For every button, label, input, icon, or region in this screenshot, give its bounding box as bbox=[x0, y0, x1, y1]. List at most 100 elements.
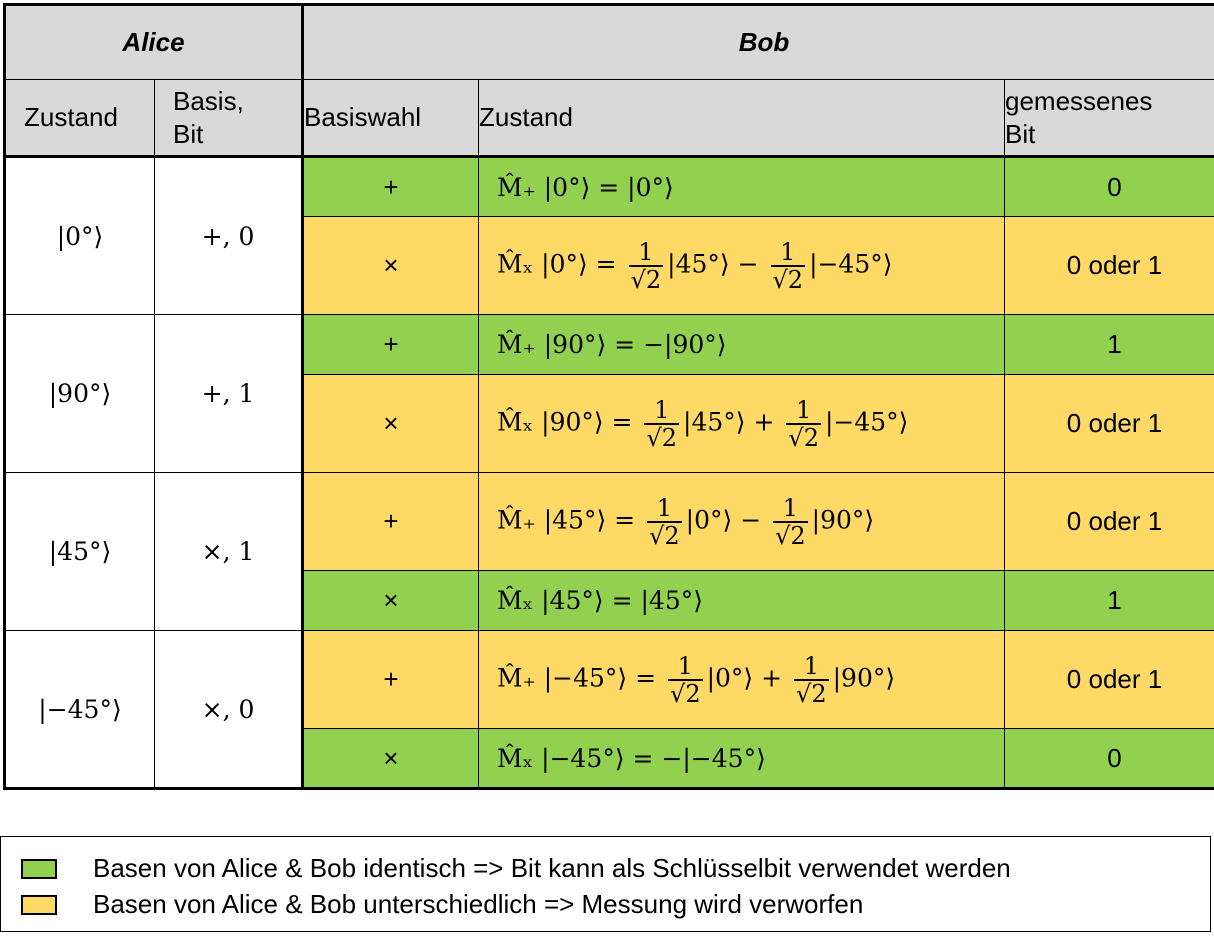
fraction: 1 √2 bbox=[668, 653, 703, 707]
fraction: 1 √2 bbox=[770, 239, 806, 294]
fraction: 1 √2 bbox=[786, 397, 821, 451]
equation-lhs: M̂ₓ |45°⟩ = bbox=[497, 586, 633, 615]
measured-bit-cell: 0 oder 1 bbox=[1004, 630, 1214, 729]
table-row: |45°⟩ ×, 1 + M̂₊ |45°⟩ = 1 √2 |0°⟩ − 1 √2 |90°⟩… bbox=[3, 472, 1214, 631]
alice-state-cell: |90°⟩ bbox=[3, 314, 155, 473]
basiswahl-cell: × bbox=[302, 728, 479, 790]
equation-lhs: M̂₊ |90°⟩ = bbox=[497, 330, 636, 359]
basiswahl-cell: + bbox=[302, 472, 479, 571]
basiswahl-cell: + bbox=[302, 314, 479, 375]
measured-bit-cell: 0 oder 1 bbox=[1004, 374, 1214, 473]
fraction-numerator: 1 bbox=[656, 493, 672, 522]
measured-bit-cell: 1 bbox=[1004, 314, 1214, 375]
measured-bit-cell: 0 bbox=[1004, 728, 1214, 790]
col-gemessenes-bit: gemessenes Bit bbox=[1004, 79, 1214, 158]
alice-state-cell: |−45°⟩ bbox=[3, 630, 155, 790]
col-zustand-bob: Zustand bbox=[478, 79, 1005, 158]
alice-state-cell: |45°⟩ bbox=[3, 472, 155, 631]
equation-lhs: M̂ₓ |−45°⟩ = bbox=[497, 743, 654, 773]
alice-basis-bit-cell: +, 0 bbox=[154, 156, 304, 315]
table-row: × M̂ₓ |0°⟩ = 1 √2 |45°⟩ − 1 √2 |−45°⟩ 0 oder 1 bbox=[5, 216, 1214, 315]
basiswahl-cell: × bbox=[302, 374, 479, 473]
table-row: × M̂ₓ |90°⟩ = 1 √2 |45°⟩ + 1 √2 |−45°⟩ 0 oder … bbox=[5, 374, 1214, 473]
measured-bit-cell: 0 oder 1 bbox=[1004, 216, 1214, 315]
basiswahl-cell: + bbox=[302, 630, 479, 729]
measurement-equation: M̂₊ |0°⟩ = |0°⟩ bbox=[478, 156, 1005, 217]
basiswahl-cell: × bbox=[302, 216, 479, 315]
equation-term: |45°⟩ bbox=[640, 586, 703, 615]
legend-box: Basen von Alice & Bob identisch => Bit k… bbox=[0, 836, 1211, 932]
fraction-numerator: 1 bbox=[654, 395, 670, 424]
equation-term: −|90°⟩ bbox=[643, 330, 727, 359]
legend-swatch-yellow bbox=[21, 894, 57, 915]
equation-lhs: M̂₊ |45°⟩ = bbox=[497, 505, 636, 534]
measurement-equation: M̂₊ |45°⟩ = 1 √2 |0°⟩ − 1 √2 |90°⟩ bbox=[478, 472, 1005, 571]
fraction-numerator: 1 bbox=[782, 493, 799, 522]
equation-term: |45°⟩ bbox=[683, 407, 746, 436]
fraction-denominator: √2 bbox=[770, 264, 806, 294]
alice-basis-bit-cell: +, 1 bbox=[154, 314, 304, 473]
fraction-denominator: √2 bbox=[668, 678, 703, 708]
fraction: 1 √2 bbox=[647, 495, 682, 549]
legend-swatch-green bbox=[21, 858, 57, 879]
col-basis-bit: Basis, Bit bbox=[154, 79, 304, 158]
fraction-denominator: √2 bbox=[786, 422, 821, 452]
equation-operator: + bbox=[761, 663, 783, 692]
alice-basis-bit-cell: ×, 0 bbox=[154, 630, 304, 790]
fraction-denominator: √2 bbox=[773, 520, 808, 550]
measured-bit-cell: 0 bbox=[1004, 156, 1214, 217]
measured-bit-cell: 1 bbox=[1004, 570, 1214, 631]
fraction: 1 √2 bbox=[628, 237, 664, 294]
equation-term: |0°⟩ bbox=[685, 505, 733, 534]
table-row: × M̂ₓ |45°⟩ = |45°⟩ 1 bbox=[5, 570, 1214, 631]
table-row: |0°⟩ +, 0 + M̂₊ |0°⟩ = |0°⟩ 0 bbox=[3, 156, 1214, 315]
equation-operator: − bbox=[740, 505, 762, 534]
alice-state-cell: |0°⟩ bbox=[3, 156, 155, 315]
header-row-1: Alice Bob bbox=[3, 3, 1214, 80]
equation-term: |0°⟩ bbox=[627, 172, 674, 202]
fraction-numerator: 1 bbox=[796, 395, 812, 424]
equation-lhs: M̂ₓ |0°⟩ = bbox=[497, 249, 617, 278]
equation-term: |−45°⟩ bbox=[824, 407, 909, 436]
fraction-numerator: 1 bbox=[803, 651, 819, 680]
equation-term: −|−45°⟩ bbox=[661, 743, 766, 773]
fraction: 1 √2 bbox=[773, 495, 808, 549]
legend-text-green: Basen von Alice & Bob identisch => Bit k… bbox=[93, 853, 1011, 883]
table-row: |−45°⟩ ×, 0 + M̂₊ |−45°⟩ = 1 √2 |0°⟩ + 1 √2 |90… bbox=[3, 630, 1214, 790]
col-basis-bit-line2: Bit bbox=[173, 118, 204, 149]
header-row-2: Zustand Basis, Bit Basiswahl Zustand gem… bbox=[3, 79, 1214, 158]
col-gemessen-line2: Bit bbox=[1005, 118, 1036, 149]
table-row: |90°⟩ +, 1 + M̂₊ |90°⟩ = −|90°⟩ 1 bbox=[3, 314, 1214, 473]
basiswahl-cell: + bbox=[302, 156, 479, 217]
basiswahl-cell: × bbox=[302, 570, 479, 631]
fraction: 1 √2 bbox=[644, 395, 680, 452]
fraction-denominator: √2 bbox=[794, 678, 829, 708]
measurement-equation: M̂ₓ |45°⟩ = |45°⟩ bbox=[478, 570, 1005, 631]
equation-term: |0°⟩ bbox=[706, 663, 754, 692]
col-zustand-alice: Zustand bbox=[3, 79, 155, 158]
legend-item-green: Basen von Alice & Bob identisch => Bit k… bbox=[21, 853, 1011, 884]
measurement-equation: M̂₊ |−45°⟩ = 1 √2 |0°⟩ + 1 √2 |90°⟩ bbox=[478, 630, 1005, 729]
legend-text-yellow: Basen von Alice & Bob unterschiedlich =>… bbox=[93, 889, 864, 919]
col-basiswahl: Basiswahl bbox=[302, 79, 479, 158]
equation-term: |90°⟩ bbox=[832, 663, 896, 692]
measurement-equation: M̂ₓ |0°⟩ = 1 √2 |45°⟩ − 1 √2 |−45°⟩ bbox=[478, 216, 1005, 315]
measurement-equation: M̂ₓ |−45°⟩ = −|−45°⟩ bbox=[478, 728, 1005, 790]
fraction-denominator: √2 bbox=[628, 264, 664, 294]
alice-basis-bit-cell: ×, 1 bbox=[154, 472, 304, 631]
col-gemessen-line1: gemessenes bbox=[1005, 85, 1153, 116]
alice-header: Alice bbox=[3, 3, 304, 80]
fraction-denominator: √2 bbox=[644, 422, 680, 452]
legend-item-yellow: Basen von Alice & Bob unterschiedlich =>… bbox=[21, 889, 863, 920]
table-body: |0°⟩ +, 0 + M̂₊ |0°⟩ = |0°⟩ 0 × M̂ₓ |0°⟩ = 1 √2… bbox=[3, 156, 1214, 790]
equation-lhs: M̂₊ |−45°⟩ = bbox=[497, 663, 657, 692]
equation-operator: + bbox=[753, 407, 775, 436]
equation-lhs: M̂ₓ |90°⟩ = bbox=[497, 407, 633, 436]
fraction-numerator: 1 bbox=[638, 237, 654, 266]
equation-operator: − bbox=[737, 249, 759, 278]
bb84-table: Alice Bob Zustand Basis, Bit Basiswahl Z… bbox=[3, 3, 1214, 790]
table-row: × M̂ₓ |−45°⟩ = −|−45°⟩ 0 bbox=[5, 728, 1214, 790]
col-basis-bit-line1: Basis, bbox=[173, 85, 244, 116]
measured-bit-cell: 0 oder 1 bbox=[1004, 472, 1214, 571]
equation-term: |90°⟩ bbox=[811, 505, 875, 534]
